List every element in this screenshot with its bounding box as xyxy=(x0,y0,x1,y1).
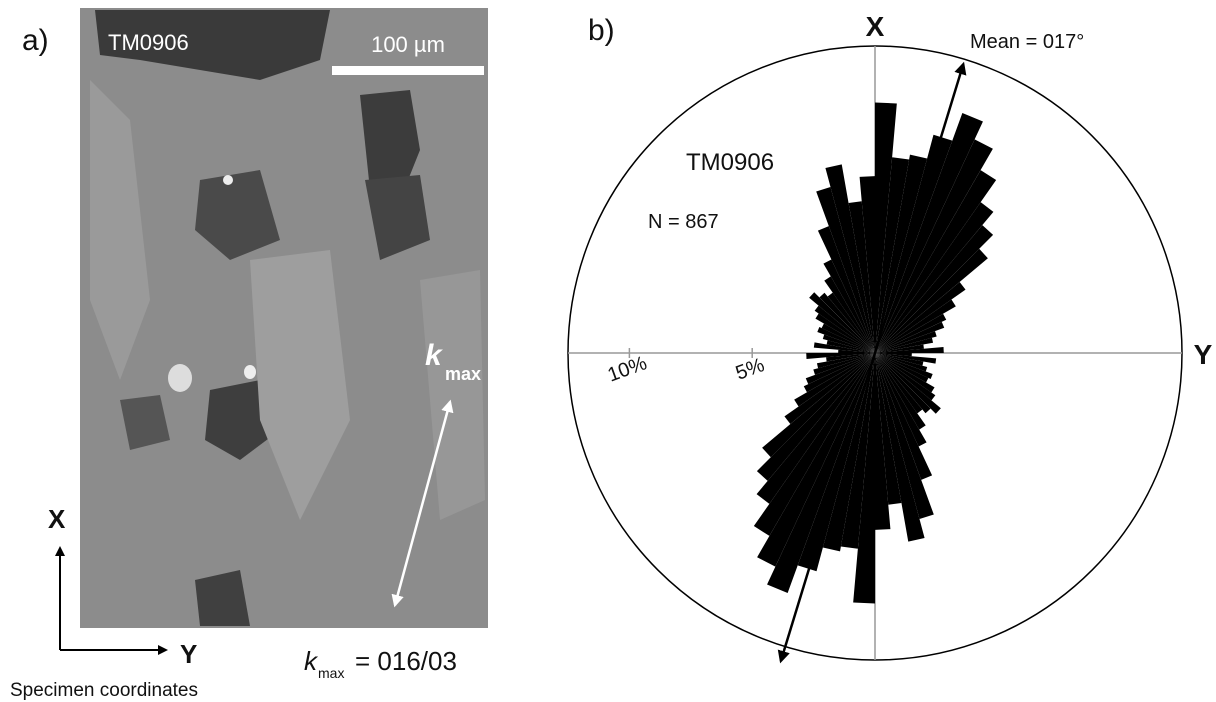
scale-bar-label: 100 µm xyxy=(371,32,445,57)
panel-label: b) xyxy=(588,14,615,47)
sample-label: TM0906 xyxy=(108,30,189,55)
east-label: Y xyxy=(1194,339,1213,370)
rose: 5% 10% xyxy=(605,61,997,664)
axis-y-label: Y xyxy=(180,639,197,669)
coordinates-caption: Specimen coordinates xyxy=(10,680,198,701)
north-label: X xyxy=(866,11,885,42)
micrograph xyxy=(80,8,488,628)
mean-label: Mean = 017° xyxy=(970,31,1084,53)
rose-title: TM0906 xyxy=(686,149,774,176)
kmax-symbol: k xyxy=(304,646,319,676)
panel-label: a) xyxy=(22,24,49,57)
kmax-subscript: max xyxy=(445,364,481,384)
r-tick-label: 5% xyxy=(733,354,768,385)
mean-arrow xyxy=(777,61,967,664)
kmax-symbol: k xyxy=(425,339,443,372)
axis-x-label: X xyxy=(48,504,66,534)
r-tick-label: 10% xyxy=(605,352,650,386)
kmax-result: = 016/03 xyxy=(355,646,457,676)
n-label: N = 867 xyxy=(648,211,719,233)
coordinate-axes xyxy=(55,546,168,655)
kmax-subscript: max xyxy=(318,665,344,681)
